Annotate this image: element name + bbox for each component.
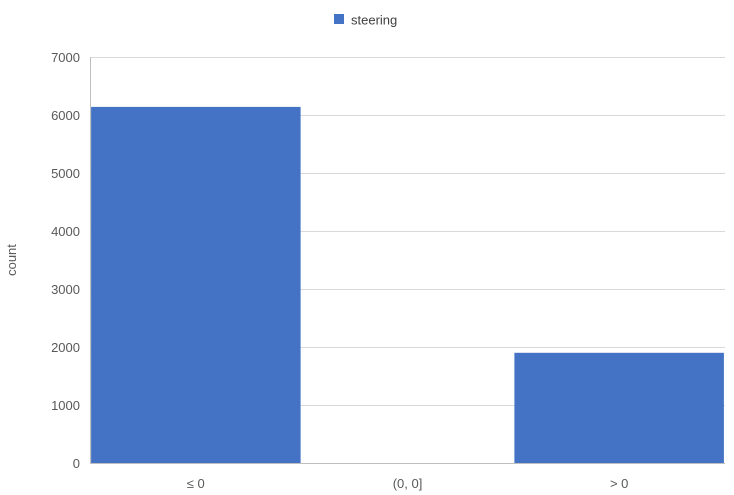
bar-0 — [91, 106, 301, 464]
y-tick-label: 4000 — [51, 224, 80, 239]
x-tick-label: (0, 0] — [393, 476, 423, 491]
y-tick-label: 5000 — [51, 166, 80, 181]
y-tick-label: 0 — [73, 456, 80, 471]
y-tick-label: 6000 — [51, 108, 80, 123]
y-tick-label: 2000 — [51, 340, 80, 355]
legend: steering — [334, 13, 397, 28]
x-axis-ticks: ≤ 0 (0, 0] > 0 — [187, 476, 629, 491]
x-tick-label: ≤ 0 — [187, 476, 205, 491]
y-axis-ticks: 0 1000 2000 3000 4000 5000 6000 7000 — [51, 50, 80, 471]
y-tick-label: 7000 — [51, 50, 80, 65]
x-tick-label: > 0 — [610, 476, 628, 491]
y-axis-title: count — [4, 244, 19, 276]
bar-2 — [514, 352, 724, 463]
bars — [91, 106, 724, 464]
legend-swatch-steering — [334, 14, 344, 24]
legend-label-steering: steering — [351, 13, 397, 28]
y-tick-label: 3000 — [51, 282, 80, 297]
y-tick-label: 1000 — [51, 398, 80, 413]
